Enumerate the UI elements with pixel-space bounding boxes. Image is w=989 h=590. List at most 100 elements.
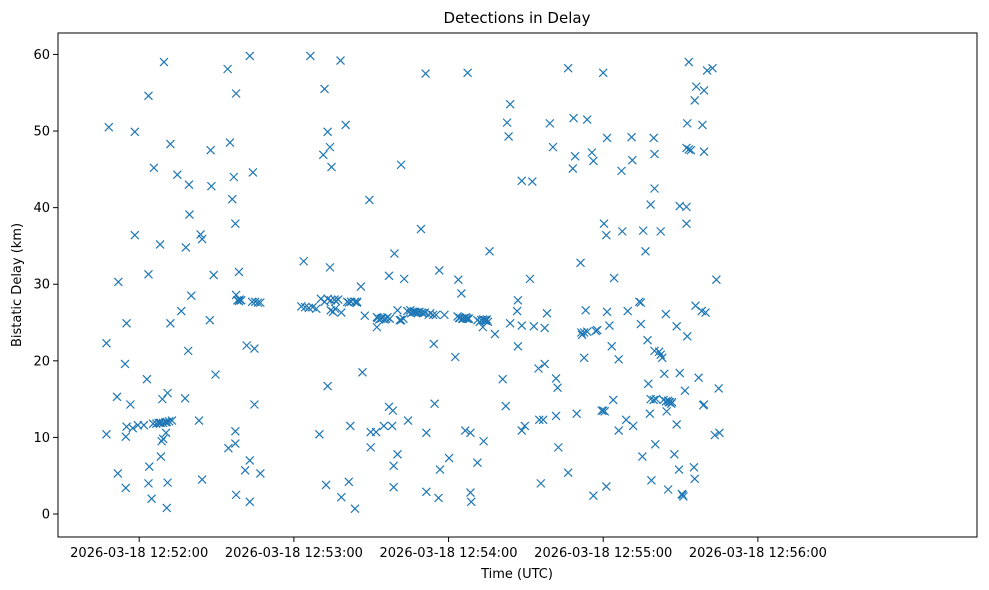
data-point (389, 482, 399, 492)
data-point (231, 89, 241, 98)
data-point (663, 485, 673, 494)
data-point (570, 151, 580, 161)
x-tick-label: 2026-03-18 12:56:00 (689, 546, 827, 561)
data-point (396, 160, 406, 170)
data-point (149, 163, 159, 173)
data-point (255, 298, 265, 308)
data-point (502, 118, 512, 128)
data-point (598, 68, 608, 78)
data-point (569, 113, 578, 123)
data-point (350, 297, 360, 307)
data-point (614, 354, 624, 364)
data-point (684, 145, 694, 154)
data-point (650, 439, 660, 449)
data-point (231, 490, 241, 500)
data-point (112, 392, 122, 402)
data-point (356, 282, 366, 291)
data-point (248, 167, 258, 177)
data-point (715, 428, 724, 438)
data-point (504, 131, 514, 141)
data-point (662, 406, 672, 416)
data-point (425, 308, 435, 318)
data-point (421, 69, 431, 79)
data-point (144, 269, 153, 279)
data-point (209, 270, 219, 280)
data-point (227, 194, 237, 204)
data-point (534, 415, 544, 425)
data-point (323, 381, 333, 391)
data-point (139, 420, 149, 430)
chart-title: Detections in Delay (444, 9, 591, 27)
data-point (230, 219, 240, 229)
data-point (421, 487, 431, 497)
data-point (690, 474, 700, 484)
data-point (512, 306, 522, 316)
data-point (669, 449, 679, 459)
y-axis-title: Bistatic Delay (km) (10, 223, 25, 347)
data-point (122, 318, 131, 328)
data-point (180, 393, 190, 403)
data-point (428, 310, 438, 320)
data-point (255, 469, 265, 478)
data-point (311, 304, 321, 314)
data-point (336, 56, 345, 65)
data-point (545, 118, 555, 128)
data-point (360, 311, 370, 321)
data-point (155, 239, 165, 249)
data-point (336, 308, 346, 317)
data-point (230, 426, 240, 436)
data-point (299, 256, 309, 266)
data-point (372, 322, 382, 332)
x-tick-label: 2026-03-18 12:53:00 (225, 546, 363, 561)
data-point (517, 176, 527, 186)
data-point (358, 367, 367, 377)
data-point (158, 418, 168, 428)
data-point (659, 369, 669, 379)
data-point (318, 150, 328, 160)
data-point (230, 439, 240, 448)
data-point (553, 383, 563, 393)
data-point (540, 359, 550, 369)
data-point (505, 318, 515, 328)
data-point (206, 181, 216, 191)
data-point (245, 51, 255, 61)
data-point (305, 51, 315, 61)
data-point (637, 452, 647, 461)
data-point (579, 328, 589, 337)
data-point (466, 488, 475, 497)
data-point (161, 428, 171, 438)
y-tick-label: 60 (33, 48, 50, 63)
data-point (229, 172, 239, 182)
data-point (485, 246, 494, 256)
data-point (194, 416, 204, 425)
data-point (102, 429, 111, 439)
data-point (553, 442, 563, 452)
data-point (253, 298, 263, 308)
data-point (702, 66, 712, 75)
data-point (645, 409, 655, 419)
data-point (242, 341, 252, 350)
data-point (102, 338, 111, 348)
y-tick-label: 10 (33, 431, 50, 446)
y-tick-label: 20 (33, 354, 50, 369)
data-point (534, 364, 543, 373)
data-point (657, 353, 667, 363)
data-point (320, 84, 329, 94)
data-point (439, 310, 449, 320)
data-point (638, 226, 648, 236)
data-point (667, 397, 677, 407)
data-point (490, 329, 500, 339)
data-point (250, 400, 259, 409)
data-point (691, 82, 701, 92)
data-point (245, 497, 255, 507)
data-point (643, 335, 652, 345)
data-point (225, 138, 235, 147)
data-point (689, 462, 699, 472)
data-point (714, 383, 724, 393)
data-point (563, 63, 573, 73)
data-point (325, 142, 335, 152)
data-point (641, 246, 650, 256)
data-point (128, 423, 138, 433)
data-point (682, 202, 691, 212)
data-point (628, 421, 638, 431)
